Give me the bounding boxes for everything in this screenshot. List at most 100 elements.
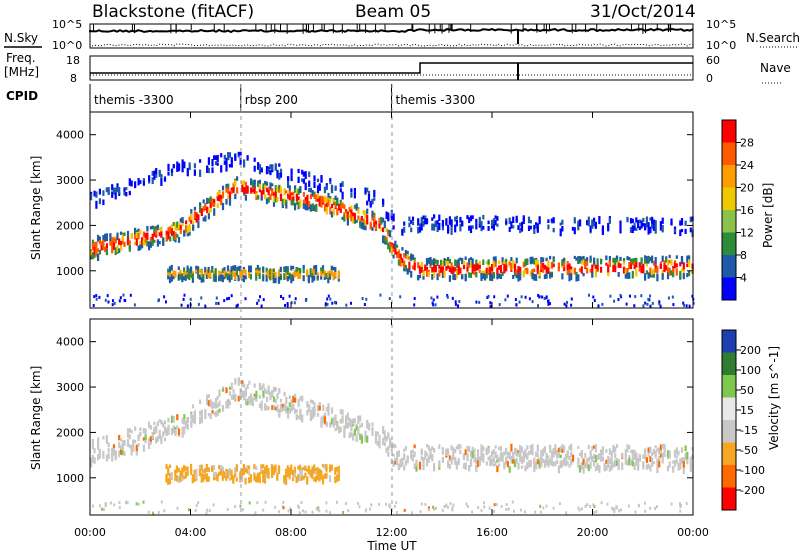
scatter-cell	[328, 475, 332, 483]
scatter-cell	[477, 506, 480, 509]
scatter-cell	[679, 509, 682, 513]
scatter-cell	[258, 267, 261, 271]
scatter-cell	[230, 157, 233, 162]
scatter-cell	[190, 413, 193, 420]
scatter-cell	[448, 266, 451, 273]
scatter-cell	[635, 269, 638, 277]
scatter-cell	[242, 268, 245, 274]
scatter-cell	[622, 258, 626, 262]
scatter-cell	[589, 461, 592, 469]
scatter-cell	[638, 226, 641, 231]
scatter-cell	[221, 268, 224, 274]
scatter-cell	[399, 295, 402, 299]
scatter-cell	[346, 211, 349, 220]
scatter-cell	[265, 390, 269, 395]
scatter-cell	[181, 467, 184, 474]
scatter-cell	[496, 216, 499, 221]
y-tick-label: 1000	[56, 265, 84, 278]
scatter-cell	[383, 235, 386, 242]
scatter-cell	[434, 303, 437, 307]
scatter-cell	[244, 467, 247, 471]
scatter-cell	[617, 459, 620, 465]
scatter-cell	[226, 265, 230, 272]
scatter-cell	[652, 219, 655, 227]
scatter-cell	[338, 203, 341, 208]
scatter-cell	[234, 378, 237, 385]
scatter-cell	[165, 473, 168, 481]
scatter-cell	[318, 197, 321, 205]
scatter-cell	[200, 296, 203, 300]
scatter-cell	[195, 504, 198, 508]
scatter-cell	[404, 445, 407, 451]
scatter-cell	[183, 230, 186, 237]
scatter-cell	[126, 501, 129, 505]
scatter-cell	[570, 297, 573, 301]
scatter-cell	[640, 257, 643, 262]
scatter-cell	[156, 421, 159, 426]
scatter-cell	[246, 469, 249, 474]
scatter-cell	[334, 420, 337, 425]
scatter-cell	[337, 465, 340, 473]
scatter-cell	[394, 457, 397, 462]
scatter-cell	[236, 187, 239, 194]
scatter-cell	[612, 508, 615, 511]
scatter-cell	[230, 160, 233, 168]
scatter-cell	[230, 266, 233, 273]
scatter-cell	[133, 303, 136, 307]
colorbar-tick-label: -50	[740, 444, 758, 457]
scatter-cell	[336, 467, 339, 472]
scatter-cell	[526, 267, 529, 275]
scatter-cell	[566, 300, 568, 304]
scatter-cell	[186, 270, 189, 275]
scatter-cell	[535, 462, 538, 468]
scatter-cell	[306, 198, 309, 205]
scatter-cell	[628, 262, 631, 270]
scatter-cell	[493, 510, 495, 514]
scatter-cell	[314, 467, 318, 471]
scatter-cell	[205, 511, 208, 515]
scatter-cell	[234, 393, 237, 402]
scatter-cell	[396, 251, 399, 257]
scatter-cell	[325, 207, 328, 215]
scatter-cell	[471, 225, 474, 229]
scatter-cell	[134, 234, 137, 240]
scatter-cell	[163, 509, 166, 513]
scatter-cell	[529, 219, 532, 224]
scatter-cell	[337, 270, 340, 277]
scatter-cell	[179, 230, 182, 234]
scatter-cell	[177, 223, 181, 230]
scatter-cell	[183, 418, 186, 425]
scatter-cell	[374, 438, 378, 444]
scatter-cell	[151, 225, 154, 230]
scatter-cell	[177, 163, 181, 172]
scatter-cell	[471, 451, 474, 459]
scatter-cell	[279, 408, 283, 413]
scatter-cell	[586, 465, 589, 469]
scatter-cell	[457, 258, 460, 265]
scatter-cell	[376, 431, 379, 436]
scatter-cell	[445, 260, 448, 266]
scatter-cell	[433, 507, 435, 511]
scatter-cell	[294, 393, 297, 402]
scatter-cell	[503, 461, 506, 469]
scatter-cell	[508, 455, 511, 460]
scatter-cell	[227, 195, 230, 199]
scatter-cell	[97, 437, 100, 444]
scatter-cell	[177, 428, 181, 436]
scatter-cell	[520, 446, 524, 453]
scatter-cell	[149, 425, 152, 430]
scatter-cell	[561, 219, 564, 225]
scatter-cell	[489, 455, 492, 462]
scatter-cell	[204, 304, 207, 308]
scatter-cell	[464, 273, 467, 282]
scatter-cell	[359, 220, 362, 228]
scatter-cell	[620, 508, 623, 512]
scatter-cell	[652, 260, 655, 266]
scatter-cell	[209, 196, 212, 202]
scatter-cell	[295, 189, 298, 198]
scatter-cell	[320, 195, 323, 203]
scatter-cell	[519, 454, 522, 463]
scatter-cell	[429, 453, 432, 459]
scatter-cell	[614, 459, 617, 467]
scatter-cell	[255, 193, 258, 197]
